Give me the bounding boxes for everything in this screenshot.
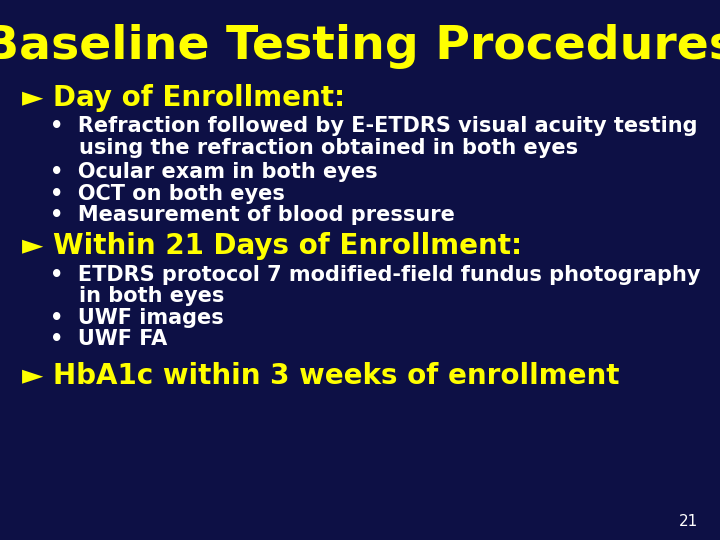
Text: 21: 21 <box>679 514 698 529</box>
Text: •  Measurement of blood pressure: • Measurement of blood pressure <box>50 205 455 225</box>
Text: ► Within 21 Days of Enrollment:: ► Within 21 Days of Enrollment: <box>22 232 522 260</box>
Text: •  Refraction followed by E-ETDRS visual acuity testing: • Refraction followed by E-ETDRS visual … <box>50 116 698 136</box>
Text: in both eyes: in both eyes <box>50 286 225 306</box>
Text: •  UWF images: • UWF images <box>50 308 224 328</box>
Text: •  OCT on both eyes: • OCT on both eyes <box>50 184 285 204</box>
Text: using the refraction obtained in both eyes: using the refraction obtained in both ey… <box>50 138 579 158</box>
Text: ► Day of Enrollment:: ► Day of Enrollment: <box>22 84 345 112</box>
Text: Baseline Testing Procedures: Baseline Testing Procedures <box>0 24 720 69</box>
Text: •  UWF FA: • UWF FA <box>50 329 168 349</box>
Text: ► HbA1c within 3 weeks of enrollment: ► HbA1c within 3 weeks of enrollment <box>22 362 619 390</box>
Text: •  Ocular exam in both eyes: • Ocular exam in both eyes <box>50 162 378 182</box>
Text: •  ETDRS protocol 7 modified-field fundus photography: • ETDRS protocol 7 modified-field fundus… <box>50 265 701 285</box>
